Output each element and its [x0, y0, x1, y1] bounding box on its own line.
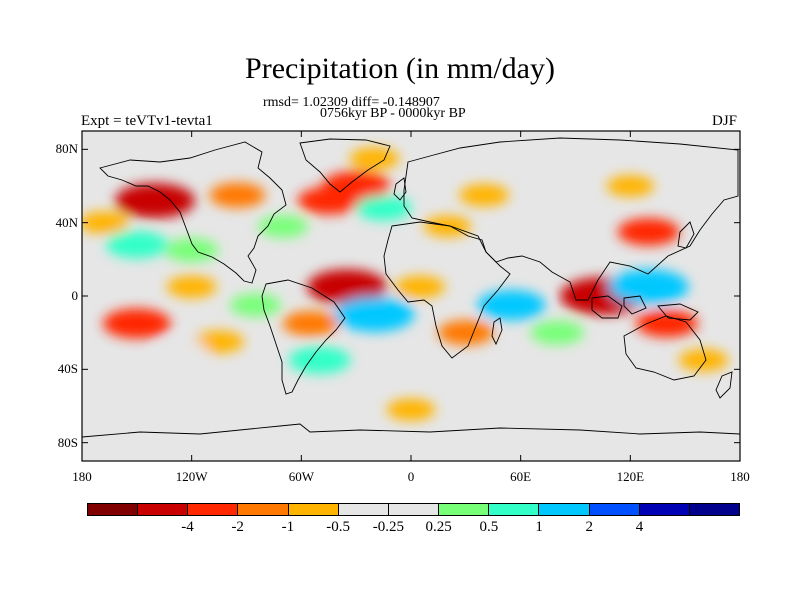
lon-label: 120W	[175, 469, 208, 484]
colorbar-label: 0.25	[425, 519, 452, 535]
colorbar-box	[288, 504, 339, 515]
colorbar-label: 0.5	[479, 519, 499, 535]
coastline-madagascar	[491, 317, 503, 346]
colorbar-box	[689, 504, 740, 515]
lon-label: 180	[72, 469, 92, 484]
anomaly-layer	[82, 147, 729, 421]
anomaly-north-pacific-wet	[105, 230, 168, 259]
season-label: DJF	[712, 113, 738, 129]
anomaly-siberia-dry	[606, 175, 655, 197]
anomaly-indian-ocean-wet	[477, 290, 546, 321]
colorbar-label: 4	[635, 519, 644, 535]
anomaly-tasman-dry	[678, 348, 729, 372]
colorbar-box	[138, 504, 189, 515]
anomaly-south-atlantic-wet	[334, 296, 415, 332]
colorbar-box	[338, 504, 389, 515]
lat-label: 40N	[55, 214, 78, 230]
colorbar-box	[489, 504, 540, 515]
experiment-label: Expt = teVTv1-tevta1	[81, 113, 213, 129]
anomaly-madagascar-dry	[437, 320, 494, 346]
anomaly-west-africa-dry	[395, 275, 446, 299]
coastline-japan	[677, 221, 695, 249]
anomaly-south-america-wet	[288, 346, 351, 374]
colorbar-box	[188, 504, 239, 515]
lon-label: 0	[407, 469, 415, 484]
colorbar-box	[388, 504, 440, 515]
anomaly-equatorial-pacific-dry	[166, 275, 217, 299]
anomaly-north-atlantic-wet	[355, 195, 412, 221]
lat-label: 0	[71, 288, 79, 303]
coastline-australia	[623, 315, 707, 381]
coastline-greenland	[299, 138, 391, 193]
colorbar-label: -4	[181, 519, 194, 535]
anomaly-southern-ocean-dry	[386, 398, 436, 421]
anomaly-west-pacific-dry	[617, 218, 680, 246]
anomaly-north-america-dry	[209, 182, 266, 208]
colorbar-box	[589, 504, 640, 515]
anomaly-gulf-stream-wet	[258, 215, 309, 238]
lon-label: 60W	[288, 469, 314, 484]
anomaly-east-pacific-wet	[230, 293, 282, 317]
colorbar-box	[88, 504, 139, 515]
coastline-new-zealand	[715, 371, 733, 399]
anomaly-north-pacific-dry-2	[82, 211, 129, 234]
lat-label: 80N	[55, 141, 78, 157]
coastline-africa	[383, 221, 511, 359]
colorbar-label: -2	[231, 519, 244, 535]
colorbar	[87, 503, 740, 516]
lon-label: 60E	[510, 469, 532, 484]
coastline-eurasia	[403, 137, 739, 301]
colorbar-label: 2	[585, 519, 594, 535]
anomaly-eurasia-dry	[459, 183, 510, 207]
anomaly-north-pacific-dry	[115, 183, 196, 219]
plot-title: Precipitation (in mm/day)	[245, 52, 555, 85]
anomaly-equatorial-atlantic-dry	[307, 269, 388, 305]
anomaly-indian-ocean-south-wet	[530, 320, 585, 345]
anomaly-south-pacific-dry	[102, 308, 171, 339]
period-subtitle: 0756kyr BP - 0000kyr BP	[320, 106, 466, 121]
coastline-north-america	[99, 141, 287, 284]
anomaly-north-pacific-wet-2	[164, 238, 219, 263]
colorbar-label: 1	[535, 519, 543, 535]
colorbar-box	[439, 504, 490, 515]
anomaly-south-pacific-dry-2	[194, 330, 245, 354]
lon-label: 180	[730, 469, 750, 484]
coastline-borneo-sumatra	[591, 295, 647, 319]
coastline-antarctica	[82, 423, 740, 438]
anomaly-brazil-dry	[282, 311, 339, 336]
colorbar-box	[238, 504, 289, 515]
coastlines	[82, 137, 740, 438]
colorbar-label: -0.25	[372, 519, 404, 535]
colorbar-label: -0.5	[326, 519, 351, 535]
colorbar-box	[639, 504, 690, 515]
colorbar-box	[539, 504, 590, 515]
anomaly-west-pacific-wet	[608, 269, 689, 305]
coastline-british-isles	[393, 177, 407, 201]
anomaly-south-pacific-wet	[158, 340, 207, 362]
stats-subtitle: rmsd= 1.02309 diff= -0.148907	[263, 95, 440, 110]
lon-label: 120E	[616, 469, 645, 484]
lat-label: 80S	[57, 434, 78, 450]
axis-ticks	[81, 131, 741, 461]
colorbar-label: -1	[281, 519, 295, 535]
lat-label: 40S	[57, 361, 78, 377]
anomaly-north-atlantic-dry-2	[322, 171, 391, 201]
coastline-south-america	[261, 279, 346, 395]
anomaly-australia-dry	[635, 309, 698, 338]
